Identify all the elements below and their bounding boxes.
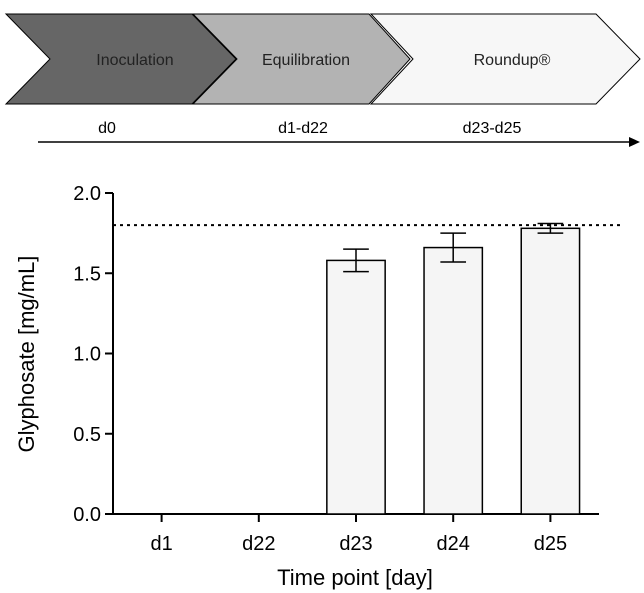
x-tick-label: d22 bbox=[242, 533, 275, 555]
phase-inoculation-label: Inoculation bbox=[96, 52, 173, 69]
phase-equilibration-chevron bbox=[191, 13, 411, 105]
x-tick-label: d1 bbox=[150, 533, 172, 555]
y-tick-label: 0.5 bbox=[73, 424, 101, 446]
timeline: Inoculation Equilibration Roundup® d0 d1… bbox=[4, 13, 641, 147]
timeline-arrow-head bbox=[629, 137, 640, 147]
phase-equilibration-days: d1-d22 bbox=[278, 120, 328, 137]
y-tick-label: 1.5 bbox=[73, 263, 101, 285]
bar-d24 bbox=[423, 246, 484, 515]
x-tick-label: d25 bbox=[534, 533, 567, 555]
bar-d25 bbox=[520, 227, 581, 515]
bars bbox=[326, 222, 581, 515]
phase-roundup-label: Roundup® bbox=[474, 52, 551, 69]
x-tick-label: d24 bbox=[437, 533, 470, 555]
x-tick-label: d23 bbox=[339, 533, 372, 555]
phase-inoculation-days: d0 bbox=[98, 120, 116, 137]
y-tick-label: 0.0 bbox=[73, 504, 101, 526]
bar-chart: 0.0 0.5 1.0 1.5 2.0 d1 d22 d23 d24 d25 Time poin… bbox=[14, 183, 624, 590]
y-axis-title: Glyphosate [mg/mL] bbox=[14, 256, 39, 453]
phase-roundup-chevron bbox=[369, 13, 641, 105]
y-ticks: 0.0 0.5 1.0 1.5 2.0 bbox=[73, 183, 113, 526]
x-axis-title: Time point [day] bbox=[277, 565, 433, 590]
phase-equilibration-label: Equilibration bbox=[262, 52, 350, 69]
x-ticks: d1 d22 d23 d24 d25 bbox=[150, 514, 567, 555]
bar-d23 bbox=[326, 259, 386, 515]
phase-inoculation-chevron bbox=[4, 13, 237, 105]
y-tick-label: 1.0 bbox=[73, 344, 101, 366]
phase-roundup-days: d23-d25 bbox=[463, 120, 522, 137]
y-tick-label: 2.0 bbox=[73, 183, 101, 205]
